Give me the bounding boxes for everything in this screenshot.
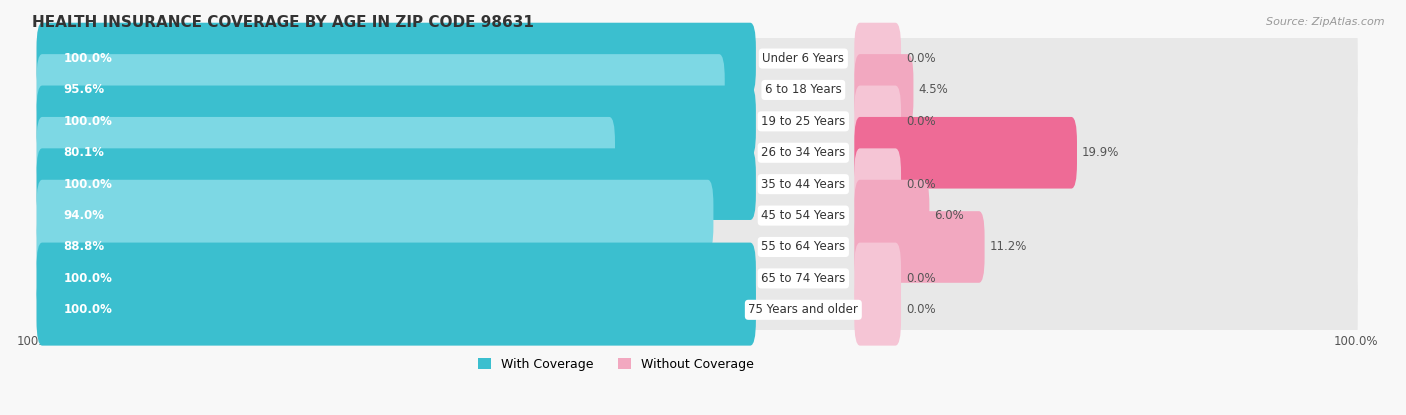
FancyBboxPatch shape: [37, 271, 1358, 349]
Text: 35 to 44 Years: 35 to 44 Years: [761, 178, 845, 190]
Text: 88.8%: 88.8%: [63, 240, 104, 254]
Legend: With Coverage, Without Coverage: With Coverage, Without Coverage: [478, 358, 754, 371]
FancyBboxPatch shape: [37, 240, 1358, 317]
FancyBboxPatch shape: [37, 148, 756, 220]
FancyBboxPatch shape: [37, 177, 1358, 254]
Text: 65 to 74 Years: 65 to 74 Years: [761, 272, 845, 285]
Text: 4.5%: 4.5%: [918, 83, 948, 96]
Text: 0.0%: 0.0%: [905, 303, 935, 316]
FancyBboxPatch shape: [855, 54, 914, 126]
FancyBboxPatch shape: [37, 211, 676, 283]
FancyBboxPatch shape: [37, 180, 713, 251]
Text: 95.6%: 95.6%: [63, 83, 104, 96]
Text: 6 to 18 Years: 6 to 18 Years: [765, 83, 842, 96]
Text: 75 Years and older: 75 Years and older: [748, 303, 858, 316]
Text: 100.0%: 100.0%: [63, 272, 112, 285]
FancyBboxPatch shape: [855, 211, 984, 283]
FancyBboxPatch shape: [37, 83, 1358, 160]
Text: 6.0%: 6.0%: [935, 209, 965, 222]
Text: Source: ZipAtlas.com: Source: ZipAtlas.com: [1267, 17, 1385, 27]
FancyBboxPatch shape: [37, 146, 1358, 223]
FancyBboxPatch shape: [37, 54, 724, 126]
FancyBboxPatch shape: [855, 274, 901, 346]
Text: 100.0%: 100.0%: [63, 52, 112, 65]
FancyBboxPatch shape: [855, 180, 929, 251]
Text: 94.0%: 94.0%: [63, 209, 104, 222]
Text: 45 to 54 Years: 45 to 54 Years: [761, 209, 845, 222]
FancyBboxPatch shape: [37, 208, 1358, 286]
Text: 55 to 64 Years: 55 to 64 Years: [761, 240, 845, 254]
FancyBboxPatch shape: [37, 51, 1358, 129]
Text: 26 to 34 Years: 26 to 34 Years: [761, 146, 845, 159]
FancyBboxPatch shape: [37, 85, 756, 157]
FancyBboxPatch shape: [37, 114, 1358, 191]
Text: 19 to 25 Years: 19 to 25 Years: [761, 115, 845, 128]
FancyBboxPatch shape: [37, 274, 756, 346]
FancyBboxPatch shape: [855, 148, 901, 220]
Text: 100.0%: 100.0%: [63, 303, 112, 316]
Text: 0.0%: 0.0%: [905, 272, 935, 285]
FancyBboxPatch shape: [855, 23, 901, 94]
Text: 0.0%: 0.0%: [905, 115, 935, 128]
Text: 100.0%: 100.0%: [63, 115, 112, 128]
Text: HEALTH INSURANCE COVERAGE BY AGE IN ZIP CODE 98631: HEALTH INSURANCE COVERAGE BY AGE IN ZIP …: [31, 15, 533, 30]
Text: 80.1%: 80.1%: [63, 146, 104, 159]
FancyBboxPatch shape: [855, 243, 901, 314]
FancyBboxPatch shape: [37, 20, 1358, 97]
Text: 19.9%: 19.9%: [1083, 146, 1119, 159]
Text: 100.0%: 100.0%: [63, 178, 112, 190]
Text: 0.0%: 0.0%: [905, 178, 935, 190]
FancyBboxPatch shape: [37, 243, 756, 314]
FancyBboxPatch shape: [855, 85, 901, 157]
Text: 11.2%: 11.2%: [990, 240, 1026, 254]
FancyBboxPatch shape: [855, 117, 1077, 188]
FancyBboxPatch shape: [37, 23, 756, 94]
FancyBboxPatch shape: [37, 117, 614, 188]
Text: 0.0%: 0.0%: [905, 52, 935, 65]
Text: Under 6 Years: Under 6 Years: [762, 52, 845, 65]
